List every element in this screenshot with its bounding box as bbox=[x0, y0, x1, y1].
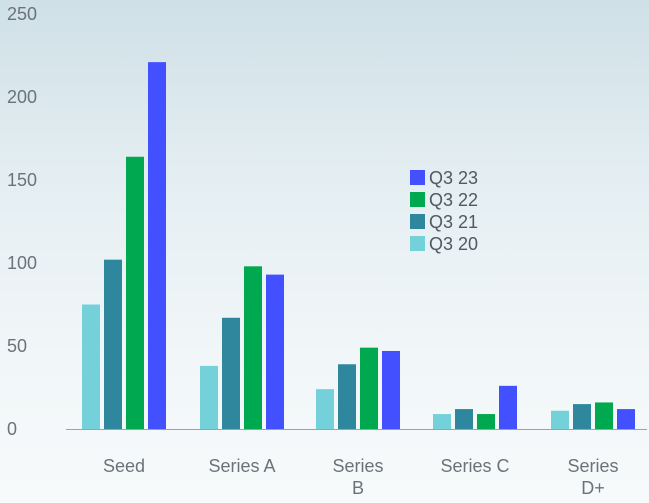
y-tick-label: 150 bbox=[7, 170, 37, 190]
y-tick-label: 0 bbox=[7, 419, 17, 439]
legend-swatch bbox=[410, 192, 425, 207]
bar bbox=[126, 156, 144, 429]
x-category-label: Seed bbox=[103, 456, 145, 476]
legend-label: Q3 20 bbox=[429, 234, 478, 254]
y-tick-label: 50 bbox=[7, 336, 27, 356]
bar bbox=[455, 409, 473, 429]
legend-label: Q3 23 bbox=[429, 168, 478, 188]
legend-swatch bbox=[410, 236, 425, 251]
bar bbox=[244, 266, 262, 429]
legend-swatch bbox=[410, 214, 425, 229]
bar bbox=[82, 304, 100, 429]
bar bbox=[573, 404, 591, 429]
x-category-label: Series bbox=[567, 456, 618, 476]
bar bbox=[360, 347, 378, 429]
bar bbox=[104, 259, 122, 429]
bar bbox=[382, 350, 400, 429]
x-category-label: B bbox=[352, 478, 364, 498]
bar bbox=[316, 389, 334, 429]
bar bbox=[433, 414, 451, 429]
x-category-label: Series A bbox=[208, 456, 275, 476]
y-tick-label: 250 bbox=[7, 4, 37, 24]
legend-label: Q3 21 bbox=[429, 212, 478, 232]
bars bbox=[82, 62, 635, 429]
bar bbox=[617, 409, 635, 429]
y-tick-label: 200 bbox=[7, 87, 37, 107]
legend-swatch bbox=[410, 170, 425, 185]
y-tick-label: 100 bbox=[7, 253, 37, 273]
bar bbox=[595, 402, 613, 429]
bar bbox=[551, 410, 569, 429]
bar bbox=[499, 385, 517, 429]
bar bbox=[338, 364, 356, 429]
bar bbox=[222, 317, 240, 429]
bar bbox=[477, 414, 495, 429]
legend-label: Q3 22 bbox=[429, 190, 478, 210]
x-category-label: Series bbox=[332, 456, 383, 476]
bar bbox=[200, 365, 218, 429]
bar bbox=[148, 62, 166, 429]
x-category-label: Series C bbox=[440, 456, 509, 476]
x-category-label: D+ bbox=[581, 478, 605, 498]
bar bbox=[266, 274, 284, 429]
y-axis-ticks: 0 50 100 150 200 250 bbox=[7, 4, 37, 439]
